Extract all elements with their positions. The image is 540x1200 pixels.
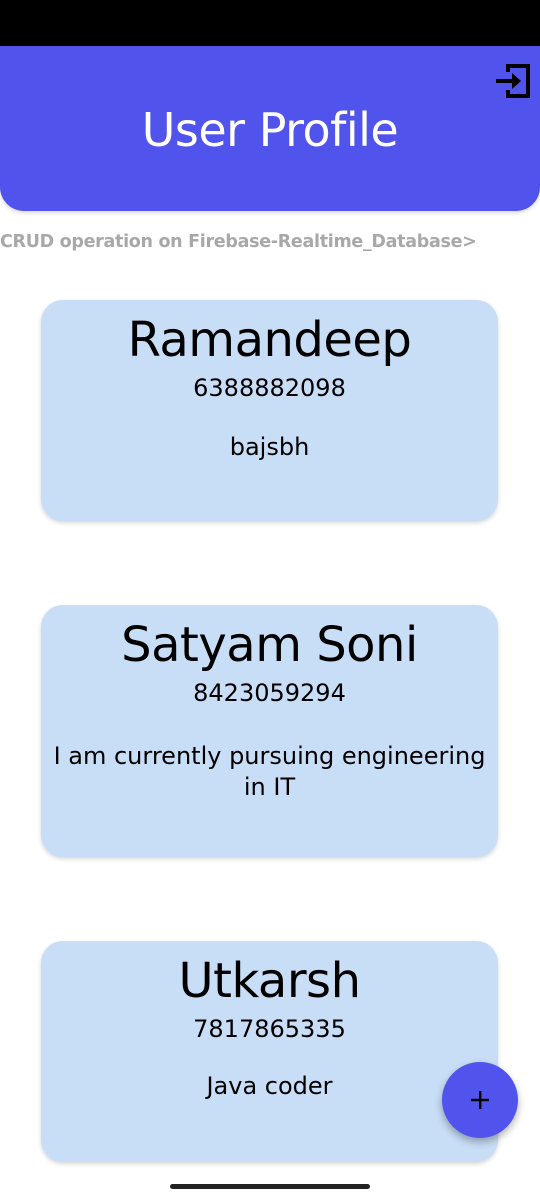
user-phone: 7817865335 [193, 1015, 346, 1043]
app-bar: User Profile [0, 46, 540, 211]
user-about: I am currently pursuing engineering in I… [53, 742, 486, 801]
plus-icon [471, 1091, 489, 1109]
user-name: Ramandeep [127, 312, 412, 368]
user-about: Java coder [206, 1072, 333, 1100]
user-phone: 6388882098 [193, 374, 346, 402]
user-name: Satyam Soni [121, 617, 418, 673]
user-card[interactable]: Ramandeep 6388882098 bajsbh [41, 300, 498, 521]
page-title: User Profile [141, 103, 399, 157]
user-about: bajsbh [229, 433, 310, 461]
add-user-button[interactable] [442, 1062, 518, 1138]
logout-icon [496, 64, 530, 98]
logout-button[interactable] [492, 60, 534, 102]
home-indicator[interactable] [170, 1184, 370, 1189]
subtitle: CRUD operation on Firebase-Realtime_Data… [0, 232, 477, 252]
user-card[interactable]: Satyam Soni 8423059294 I am currently pu… [41, 605, 498, 857]
user-card[interactable]: Utkarsh 7817865335 Java coder [41, 941, 498, 1162]
user-name: Utkarsh [178, 953, 361, 1009]
user-phone: 8423059294 [193, 679, 346, 707]
status-bar [0, 0, 540, 46]
